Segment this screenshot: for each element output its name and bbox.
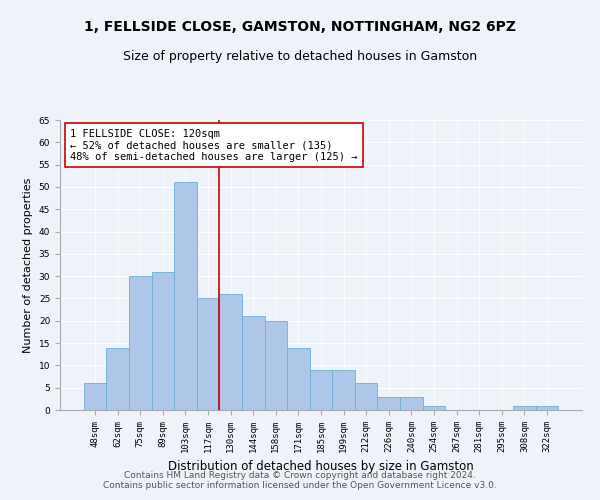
Bar — [355, 383, 377, 410]
Bar — [129, 276, 152, 410]
Y-axis label: Number of detached properties: Number of detached properties — [23, 178, 33, 352]
Bar — [536, 406, 558, 410]
X-axis label: Distribution of detached houses by size in Gamston: Distribution of detached houses by size … — [168, 460, 474, 473]
Bar — [106, 348, 129, 410]
Bar — [287, 348, 310, 410]
Bar — [400, 396, 422, 410]
Bar — [174, 182, 197, 410]
Bar — [332, 370, 355, 410]
Text: 1 FELLSIDE CLOSE: 120sqm
← 52% of detached houses are smaller (135)
48% of semi-: 1 FELLSIDE CLOSE: 120sqm ← 52% of detach… — [70, 128, 358, 162]
Bar — [242, 316, 265, 410]
Bar — [220, 294, 242, 410]
Bar — [152, 272, 174, 410]
Bar — [84, 383, 106, 410]
Bar — [197, 298, 220, 410]
Bar — [310, 370, 332, 410]
Bar — [377, 396, 400, 410]
Text: Size of property relative to detached houses in Gamston: Size of property relative to detached ho… — [123, 50, 477, 63]
Text: Contains HM Land Registry data © Crown copyright and database right 2024.
Contai: Contains HM Land Registry data © Crown c… — [103, 470, 497, 490]
Text: 1, FELLSIDE CLOSE, GAMSTON, NOTTINGHAM, NG2 6PZ: 1, FELLSIDE CLOSE, GAMSTON, NOTTINGHAM, … — [84, 20, 516, 34]
Bar — [513, 406, 536, 410]
Bar — [265, 321, 287, 410]
Bar — [422, 406, 445, 410]
